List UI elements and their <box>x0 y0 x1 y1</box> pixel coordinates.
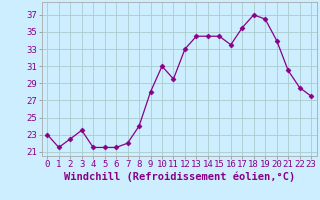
X-axis label: Windchill (Refroidissement éolien,°C): Windchill (Refroidissement éolien,°C) <box>64 172 295 182</box>
